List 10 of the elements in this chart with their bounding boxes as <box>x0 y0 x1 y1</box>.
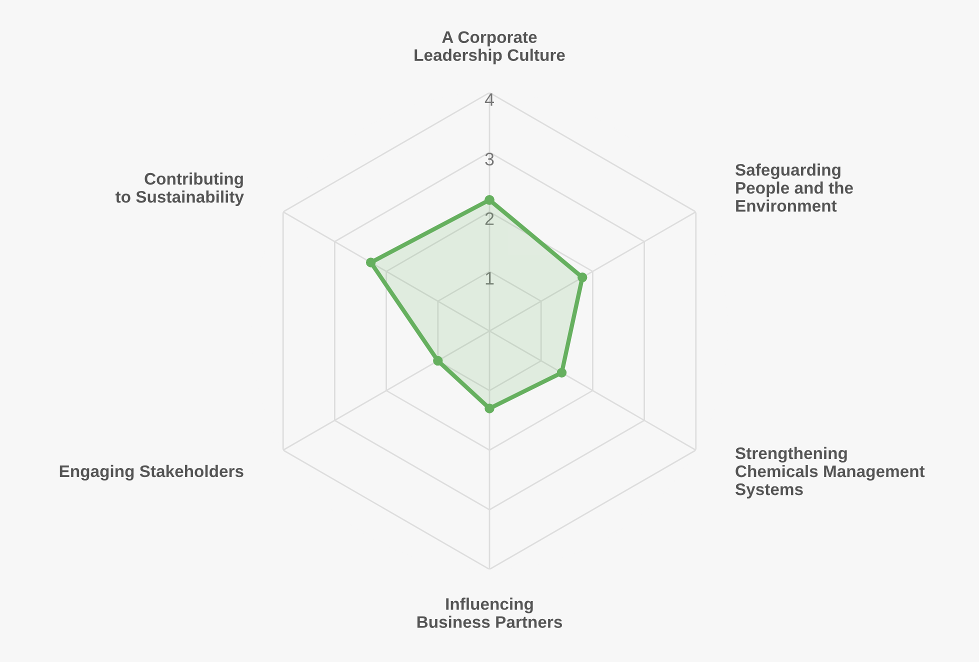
spoke-label: Engaging Stakeholders <box>60 464 244 481</box>
spoke-label: Strengthening Chemicals Management Systems <box>735 446 925 499</box>
y-tick-label: 4 <box>484 93 494 106</box>
spoke-label: A Corporate Leadership Culture <box>414 31 565 64</box>
spoke-label: Influencing Business Partners <box>417 598 562 628</box>
spoke-label: Contributing to Sustainability <box>116 172 244 206</box>
y-tick-label: 2 <box>485 212 494 225</box>
spoke-label: Safeguarding People and the Environment <box>735 164 853 212</box>
y-tick-label: 3 <box>485 152 494 166</box>
y-tick-label: 1 <box>486 272 494 285</box>
